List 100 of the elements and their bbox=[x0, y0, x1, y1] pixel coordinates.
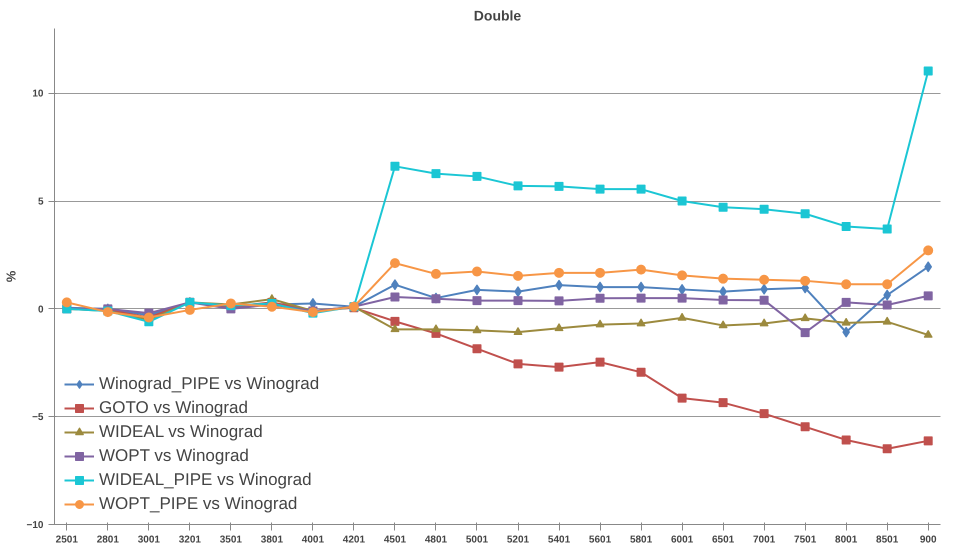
point bbox=[596, 319, 605, 328]
legend-label: WIDEAL_PIPE vs Winograd bbox=[99, 470, 312, 490]
x-tick-label: 5201 bbox=[506, 534, 530, 546]
x-tick-label: 4201 bbox=[342, 534, 366, 546]
x-tick-label: 3001 bbox=[138, 534, 160, 546]
point bbox=[636, 294, 646, 303]
legend-label: WIDEAL vs Winograd bbox=[99, 422, 263, 442]
point bbox=[554, 268, 564, 278]
y-tick-label: 5 bbox=[38, 196, 44, 208]
x-tick-label: 4501 bbox=[384, 534, 407, 546]
point bbox=[596, 184, 605, 194]
point bbox=[800, 422, 810, 432]
point bbox=[924, 436, 933, 446]
x-tick-label: 5801 bbox=[630, 534, 653, 546]
point bbox=[636, 368, 646, 377]
legend-label: WOPT vs Winograd bbox=[99, 446, 249, 466]
legend-label: WOPT_PIPE vs Winograd bbox=[99, 494, 298, 514]
point bbox=[718, 202, 728, 212]
point bbox=[554, 182, 564, 191]
point bbox=[430, 268, 441, 279]
point bbox=[514, 296, 523, 306]
point bbox=[431, 169, 440, 178]
point bbox=[800, 313, 810, 322]
y-tick-label: −10 bbox=[26, 520, 44, 531]
point bbox=[842, 435, 851, 444]
x-tick-label: 900 bbox=[920, 534, 937, 546]
x-tick-label: 3201 bbox=[178, 534, 202, 546]
point bbox=[514, 181, 523, 190]
point bbox=[596, 358, 605, 367]
point bbox=[882, 300, 892, 310]
point bbox=[390, 324, 400, 332]
point bbox=[678, 312, 687, 321]
point bbox=[759, 274, 770, 285]
point bbox=[883, 290, 892, 301]
point bbox=[924, 261, 932, 272]
point bbox=[924, 330, 933, 338]
point bbox=[800, 276, 810, 286]
point bbox=[841, 279, 852, 290]
y-tick-label: 0 bbox=[38, 304, 44, 316]
point bbox=[678, 394, 687, 403]
x-tick-label: 4801 bbox=[424, 534, 448, 546]
point bbox=[390, 292, 400, 302]
point bbox=[62, 297, 72, 308]
point bbox=[554, 362, 564, 372]
point bbox=[472, 296, 482, 306]
point bbox=[842, 298, 851, 307]
x-tick-label: 8001 bbox=[835, 534, 858, 546]
point bbox=[596, 294, 605, 303]
x-tick-label: 3501 bbox=[220, 534, 242, 546]
point bbox=[677, 270, 688, 280]
x-tick-label: 5401 bbox=[548, 534, 571, 546]
point bbox=[882, 444, 892, 454]
x-tick-label: 7501 bbox=[794, 534, 817, 546]
point bbox=[678, 196, 687, 206]
x-tick-label: 3801 bbox=[260, 534, 284, 546]
legend-label: GOTO vs Winograd bbox=[99, 398, 248, 418]
point bbox=[678, 294, 687, 303]
point bbox=[595, 268, 606, 278]
point bbox=[390, 258, 400, 268]
y-axis-title: % bbox=[4, 270, 19, 282]
point bbox=[390, 316, 400, 326]
point bbox=[472, 344, 482, 354]
legend-label: Winograd_PIPE vs Winograd bbox=[99, 374, 320, 394]
point bbox=[800, 209, 810, 218]
point bbox=[718, 398, 728, 408]
point bbox=[842, 318, 851, 326]
point bbox=[390, 162, 400, 171]
point bbox=[472, 325, 482, 334]
point bbox=[718, 320, 728, 328]
point bbox=[636, 318, 646, 326]
point bbox=[514, 359, 523, 368]
x-tick-label: 6001 bbox=[670, 534, 694, 546]
point bbox=[760, 409, 769, 418]
point bbox=[882, 279, 892, 290]
y-tick-label: −5 bbox=[32, 412, 44, 424]
point bbox=[514, 327, 523, 335]
point bbox=[718, 274, 728, 284]
point bbox=[760, 296, 769, 305]
point bbox=[472, 172, 482, 181]
point bbox=[924, 66, 933, 76]
point bbox=[513, 270, 524, 281]
point bbox=[636, 184, 646, 194]
point bbox=[184, 304, 195, 315]
point bbox=[554, 323, 564, 332]
point bbox=[924, 291, 933, 300]
x-tick-label: 2801 bbox=[96, 534, 120, 546]
x-tick-label: 5601 bbox=[588, 534, 612, 546]
x-tick-label: 6501 bbox=[712, 534, 735, 546]
x-tick-label: 5001 bbox=[466, 534, 489, 546]
x-tick-label: 8501 bbox=[876, 534, 899, 546]
point bbox=[800, 328, 810, 338]
point bbox=[882, 316, 892, 325]
chart-title: Double bbox=[474, 8, 522, 24]
point bbox=[760, 318, 769, 326]
point bbox=[636, 264, 646, 275]
point bbox=[842, 222, 851, 231]
point bbox=[882, 224, 892, 234]
point bbox=[266, 302, 277, 312]
x-tick-label: 4001 bbox=[302, 534, 324, 546]
x-tick-label: 2501 bbox=[56, 534, 78, 546]
